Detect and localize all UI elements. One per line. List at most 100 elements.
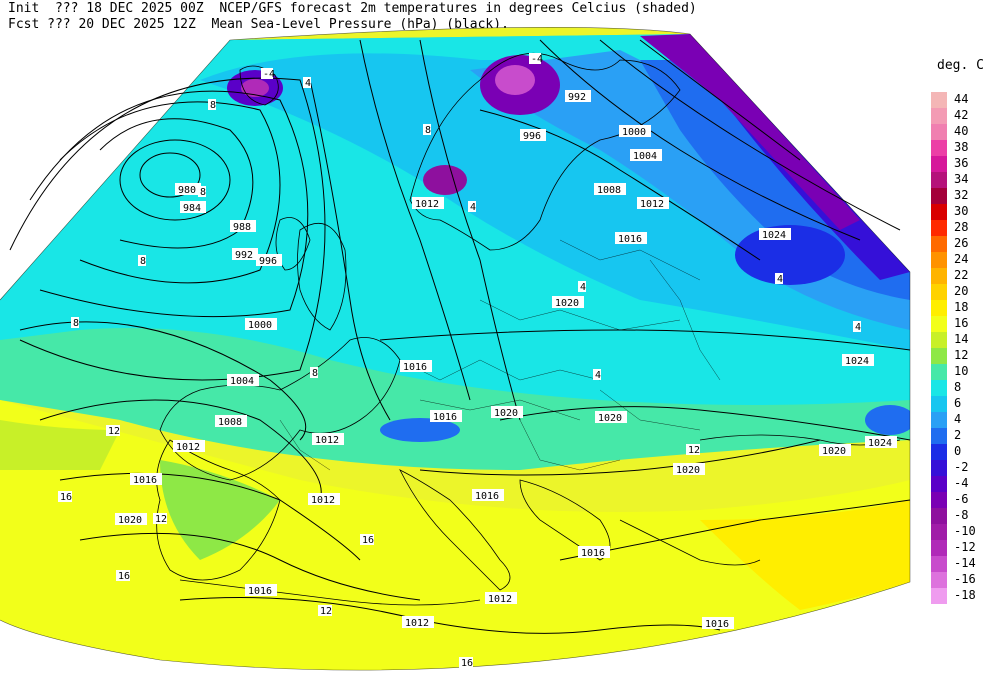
- legend-label: 36: [954, 156, 969, 170]
- svg-text:4: 4: [305, 78, 311, 89]
- legend-swatch: [931, 140, 947, 156]
- svg-text:984: 984: [183, 203, 201, 214]
- legend-title: deg. C: [937, 58, 984, 73]
- svg-text:1020: 1020: [676, 465, 700, 476]
- legend-label: 0: [954, 444, 962, 458]
- pressure-label: 1012: [173, 440, 205, 453]
- legend-label: -14: [954, 556, 976, 570]
- legend-label: -18: [954, 588, 976, 602]
- svg-text:8: 8: [312, 368, 318, 379]
- legend-swatch: [931, 428, 947, 444]
- svg-text:12: 12: [320, 606, 332, 617]
- legend-swatch: [931, 268, 947, 284]
- temperature-label: -4: [261, 68, 275, 80]
- legend-label: 12: [954, 348, 969, 362]
- svg-text:4: 4: [855, 322, 861, 333]
- svg-text:1016: 1016: [581, 548, 605, 559]
- temperature-label: 8: [310, 367, 318, 379]
- svg-text:12: 12: [155, 514, 167, 525]
- legend-swatch: [931, 92, 947, 108]
- temperature-label: 8: [71, 317, 79, 329]
- svg-text:1020: 1020: [598, 413, 622, 424]
- svg-text:16: 16: [60, 492, 72, 503]
- legend-label: 34: [954, 172, 969, 186]
- pressure-label: 992: [565, 90, 591, 103]
- svg-text:1012: 1012: [176, 442, 200, 453]
- legend-label: 8: [954, 380, 962, 394]
- svg-text:1020: 1020: [118, 515, 142, 526]
- svg-text:1016: 1016: [475, 491, 499, 502]
- legend-swatch: [931, 172, 947, 188]
- legend-swatch: [931, 316, 947, 332]
- legend-label: -10: [954, 524, 976, 538]
- legend-label: -4: [954, 476, 969, 490]
- svg-text:1012: 1012: [311, 495, 335, 506]
- svg-text:1020: 1020: [494, 408, 518, 419]
- pressure-label: 1016: [400, 360, 432, 373]
- legend-label: 30: [954, 204, 969, 218]
- legend-swatch: [931, 348, 947, 364]
- svg-text:4: 4: [580, 282, 586, 293]
- svg-text:12: 12: [688, 445, 700, 456]
- svg-text:1024: 1024: [868, 438, 892, 449]
- legend-label: 6: [954, 396, 962, 410]
- pressure-label: 1020: [595, 411, 627, 424]
- svg-text:8: 8: [140, 256, 146, 267]
- temperature-label: 16: [459, 657, 473, 669]
- svg-text:8: 8: [425, 125, 431, 136]
- pressure-label: 1000: [619, 125, 651, 138]
- svg-text:1000: 1000: [622, 127, 646, 138]
- svg-text:996: 996: [259, 256, 277, 267]
- legend-label: 32: [954, 188, 969, 202]
- legend-label: -12: [954, 540, 976, 554]
- legend-swatch: [931, 588, 947, 604]
- svg-text:12: 12: [108, 426, 120, 437]
- temperature-label: 8: [208, 99, 216, 111]
- pressure-label: 1016: [615, 232, 647, 245]
- legend-label: 28: [954, 220, 969, 234]
- pressure-label: 996: [256, 254, 282, 267]
- temperature-label: 12: [106, 425, 120, 437]
- legend-swatch: [931, 524, 947, 540]
- svg-text:1004: 1004: [633, 151, 657, 162]
- temperature-label: 4: [853, 321, 861, 333]
- temperature-label: 4: [775, 273, 783, 285]
- svg-text:8: 8: [200, 187, 206, 198]
- legend-label: 38: [954, 140, 969, 154]
- legend-label: -16: [954, 572, 976, 586]
- svg-text:1016: 1016: [705, 619, 729, 630]
- pressure-label: 1020: [819, 444, 851, 457]
- pressure-label: 988: [230, 220, 256, 233]
- pressure-label: 996: [520, 129, 546, 142]
- legend-label: 44: [954, 92, 969, 106]
- svg-text:16: 16: [118, 571, 130, 582]
- svg-text:1024: 1024: [845, 356, 869, 367]
- legend-label: 16: [954, 316, 969, 330]
- pressure-label: 1004: [227, 374, 259, 387]
- legend-swatch: [931, 108, 947, 124]
- legend-swatch: [931, 300, 947, 316]
- svg-text:16: 16: [362, 535, 374, 546]
- legend-swatch: [931, 444, 947, 460]
- svg-text:980: 980: [178, 185, 196, 196]
- svg-text:1016: 1016: [403, 362, 427, 373]
- pressure-label: 992: [232, 248, 258, 261]
- svg-text:4: 4: [470, 202, 476, 213]
- temperature-label: 8: [423, 124, 431, 136]
- pressure-label: 1012: [308, 493, 340, 506]
- svg-text:8: 8: [210, 100, 216, 111]
- pressure-label: 1016: [245, 584, 277, 597]
- pressure-labels: 980 984 988 992 996 1000 1004 1008 1012 …: [115, 90, 897, 630]
- svg-text:1012: 1012: [405, 618, 429, 629]
- temperature-label: 8: [138, 255, 146, 267]
- pressure-label: 1024: [842, 354, 874, 367]
- legend-label: 20: [954, 284, 969, 298]
- svg-text:1016: 1016: [133, 475, 157, 486]
- coastlines: [156, 53, 901, 606]
- pressure-label: 1012: [312, 433, 344, 446]
- svg-text:1016: 1016: [618, 234, 642, 245]
- pressure-label: 1016: [578, 546, 610, 559]
- legend-swatch: [931, 540, 947, 556]
